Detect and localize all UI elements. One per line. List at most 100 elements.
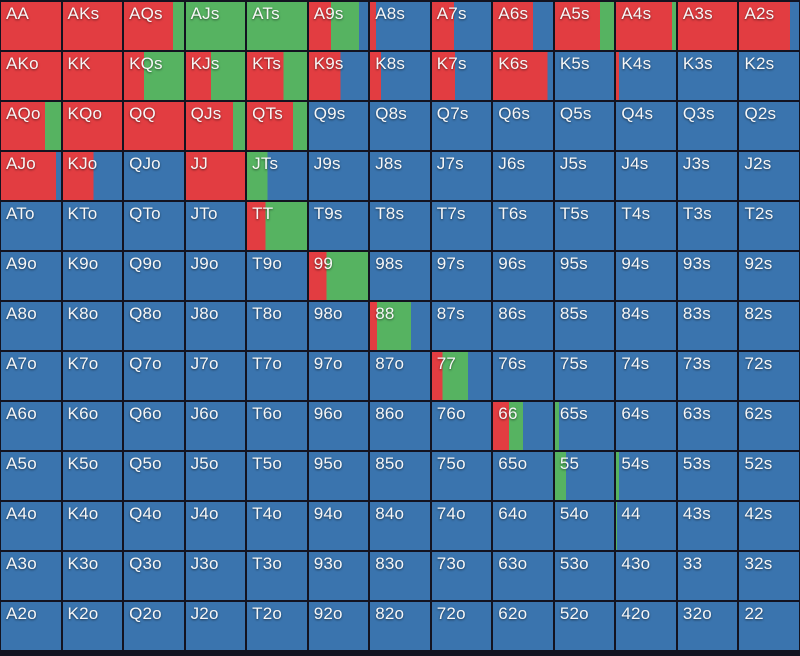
hand-cell-82o[interactable]: 82o [370,602,430,650]
hand-cell-76s[interactable]: 76s [493,352,553,400]
hand-cell-AKs[interactable]: AKs [62,2,123,50]
hand-cell-42o[interactable]: 42o [616,602,676,650]
hand-cell-A2s[interactable]: A2s [739,2,799,50]
hand-cell-66[interactable]: 66 [493,402,553,450]
hand-cell-Q6s[interactable]: Q6s [493,102,553,150]
hand-cell-A3o[interactable]: A3o [1,552,61,600]
hand-cell-T7s[interactable]: T7s [431,202,492,250]
hand-cell-T6s[interactable]: T6s [493,202,553,250]
hand-cell-73s[interactable]: 73s [677,352,738,400]
hand-cell-K6s[interactable]: K6s [493,52,553,100]
hand-cell-A8o[interactable]: A8o [1,302,61,350]
hand-cell-86s[interactable]: 86s [493,302,553,350]
hand-cell-76o[interactable]: 76o [431,402,492,450]
hand-cell-K3o[interactable]: K3o [62,552,123,600]
hand-cell-Q7s[interactable]: Q7s [431,102,492,150]
hand-cell-85s[interactable]: 85s [554,302,615,350]
hand-cell-J7s[interactable]: J7s [431,152,492,200]
hand-cell-95o[interactable]: 95o [308,452,369,500]
hand-cell-AQs[interactable]: AQs [124,2,184,50]
hand-cell-Q3o[interactable]: Q3o [124,552,184,600]
hand-cell-63o[interactable]: 63o [493,552,553,600]
hand-cell-K7o[interactable]: K7o [62,352,123,400]
hand-cell-Q2s[interactable]: Q2s [739,102,799,150]
hand-cell-K4s[interactable]: K4s [616,52,676,100]
hand-cell-A6o[interactable]: A6o [1,402,61,450]
hand-cell-97o[interactable]: 97o [308,352,369,400]
hand-cell-AJo[interactable]: AJo [1,152,61,200]
hand-cell-ATs[interactable]: ATs [247,2,307,50]
hand-cell-43s[interactable]: 43s [677,502,738,550]
hand-cell-AJs[interactable]: AJs [185,2,246,50]
hand-cell-55[interactable]: 55 [554,452,615,500]
hand-cell-98s[interactable]: 98s [370,252,430,300]
hand-cell-86o[interactable]: 86o [370,402,430,450]
hand-cell-33[interactable]: 33 [677,552,738,600]
hand-cell-J2o[interactable]: J2o [185,602,246,650]
hand-cell-83s[interactable]: 83s [677,302,738,350]
hand-cell-T6o[interactable]: T6o [247,402,307,450]
hand-cell-Q5s[interactable]: Q5s [554,102,615,150]
hand-cell-J6s[interactable]: J6s [493,152,553,200]
hand-cell-KTs[interactable]: KTs [247,52,307,100]
hand-cell-84o[interactable]: 84o [370,502,430,550]
hand-cell-J5s[interactable]: J5s [554,152,615,200]
hand-cell-92s[interactable]: 92s [739,252,799,300]
hand-cell-Q2o[interactable]: Q2o [124,602,184,650]
hand-cell-T9s[interactable]: T9s [308,202,369,250]
hand-cell-TT[interactable]: TT [247,202,307,250]
hand-cell-99[interactable]: 99 [308,252,369,300]
hand-cell-QTo[interactable]: QTo [124,202,184,250]
hand-cell-87s[interactable]: 87s [431,302,492,350]
hand-cell-54s[interactable]: 54s [616,452,676,500]
hand-cell-A5o[interactable]: A5o [1,452,61,500]
hand-cell-95s[interactable]: 95s [554,252,615,300]
hand-cell-A9o[interactable]: A9o [1,252,61,300]
hand-cell-JJ[interactable]: JJ [185,152,246,200]
hand-cell-T5s[interactable]: T5s [554,202,615,250]
hand-cell-64o[interactable]: 64o [493,502,553,550]
hand-cell-J2s[interactable]: J2s [739,152,799,200]
hand-cell-AQo[interactable]: AQo [1,102,61,150]
hand-cell-ATo[interactable]: ATo [1,202,61,250]
hand-cell-J4o[interactable]: J4o [185,502,246,550]
hand-cell-44[interactable]: 44 [616,502,676,550]
hand-cell-52s[interactable]: 52s [739,452,799,500]
hand-cell-J5o[interactable]: J5o [185,452,246,500]
hand-cell-65o[interactable]: 65o [493,452,553,500]
hand-cell-Q4s[interactable]: Q4s [616,102,676,150]
hand-cell-K9s[interactable]: K9s [308,52,369,100]
hand-cell-94s[interactable]: 94s [616,252,676,300]
hand-cell-A8s[interactable]: A8s [370,2,430,50]
hand-cell-A7s[interactable]: A7s [431,2,492,50]
hand-cell-Q3s[interactable]: Q3s [677,102,738,150]
hand-cell-J9o[interactable]: J9o [185,252,246,300]
hand-cell-A7o[interactable]: A7o [1,352,61,400]
hand-cell-J3o[interactable]: J3o [185,552,246,600]
hand-cell-T4s[interactable]: T4s [616,202,676,250]
hand-cell-53s[interactable]: 53s [677,452,738,500]
hand-cell-96o[interactable]: 96o [308,402,369,450]
hand-cell-Q8s[interactable]: Q8s [370,102,430,150]
hand-cell-62s[interactable]: 62s [739,402,799,450]
hand-cell-75s[interactable]: 75s [554,352,615,400]
hand-cell-J8s[interactable]: J8s [370,152,430,200]
hand-cell-T2o[interactable]: T2o [247,602,307,650]
hand-cell-Q5o[interactable]: Q5o [124,452,184,500]
hand-cell-JTo[interactable]: JTo [185,202,246,250]
hand-cell-QQ[interactable]: QQ [124,102,184,150]
hand-cell-J3s[interactable]: J3s [677,152,738,200]
hand-cell-QJo[interactable]: QJo [124,152,184,200]
hand-cell-T7o[interactable]: T7o [247,352,307,400]
hand-cell-75o[interactable]: 75o [431,452,492,500]
hand-cell-T9o[interactable]: T9o [247,252,307,300]
hand-cell-K6o[interactable]: K6o [62,402,123,450]
hand-cell-Q4o[interactable]: Q4o [124,502,184,550]
hand-cell-Q8o[interactable]: Q8o [124,302,184,350]
hand-cell-A6s[interactable]: A6s [493,2,553,50]
hand-cell-K4o[interactable]: K4o [62,502,123,550]
hand-cell-74s[interactable]: 74s [616,352,676,400]
hand-cell-43o[interactable]: 43o [616,552,676,600]
hand-cell-K5s[interactable]: K5s [554,52,615,100]
hand-cell-T3o[interactable]: T3o [247,552,307,600]
